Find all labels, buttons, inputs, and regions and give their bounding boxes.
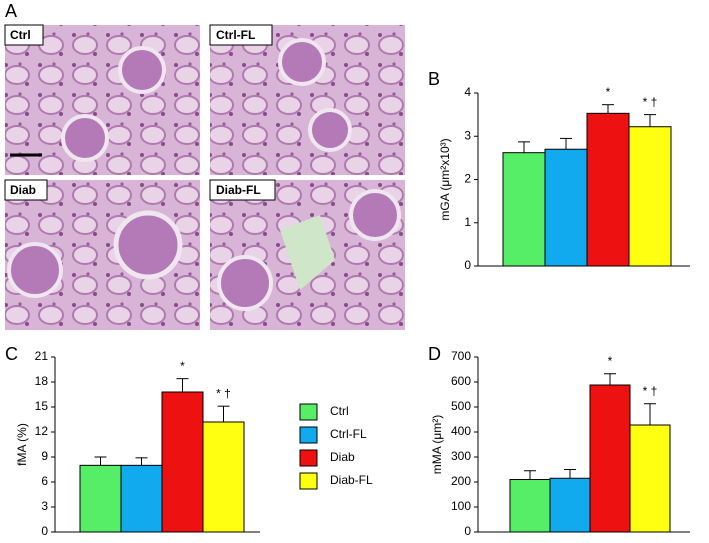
bar	[161, 391, 204, 533]
panel-letter: A	[5, 1, 17, 21]
bar	[544, 148, 588, 267]
micrograph: Diab-FL	[209, 179, 405, 330]
y-tick-label: 1	[464, 215, 471, 229]
y-tick-label: 200	[451, 474, 471, 488]
bar	[509, 479, 551, 533]
micrograph-label: Ctrl	[10, 28, 31, 42]
bar	[549, 477, 591, 533]
bar	[589, 384, 631, 533]
micrograph-label: Diab-FL	[216, 183, 261, 197]
panel-letter: B	[428, 69, 440, 89]
legend-swatch	[299, 472, 318, 490]
y-tick-label: 300	[451, 449, 471, 463]
y-axis-label: mMA (μm²)	[430, 415, 444, 475]
y-tick-label: 4	[464, 85, 471, 99]
legend-label: Ctrl	[330, 404, 349, 418]
micrograph-label: Ctrl-FL	[216, 28, 255, 42]
legend-swatch	[299, 449, 318, 467]
y-axis-label: mGA (μm²x10³)	[438, 138, 452, 220]
bar	[502, 152, 546, 267]
significance-label: * †	[643, 95, 658, 109]
y-tick-label: 600	[451, 374, 471, 388]
y-tick-label: 15	[35, 399, 49, 413]
y-axis-label: fMA (%)	[15, 423, 29, 466]
y-tick-label: 3	[41, 499, 48, 513]
micrograph: Ctrl	[4, 24, 200, 175]
panel-letter: D	[428, 344, 441, 364]
legend-swatch	[299, 426, 318, 444]
y-tick-label: 21	[35, 349, 49, 363]
y-tick-label: 0	[464, 258, 471, 272]
y-tick-label: 3	[464, 128, 471, 142]
bar	[202, 421, 245, 533]
y-tick-label: 700	[451, 349, 471, 363]
legend-label: Ctrl-FL	[330, 427, 367, 441]
y-tick-label: 6	[41, 474, 48, 488]
y-tick-label: 12	[35, 424, 49, 438]
micrograph: Diab	[4, 179, 200, 330]
micrograph: Ctrl-FL	[209, 24, 405, 175]
bar	[586, 112, 630, 267]
bar	[629, 424, 671, 533]
bar	[79, 464, 122, 533]
legend-label: Diab	[330, 450, 355, 464]
y-tick-label: 0	[41, 524, 48, 538]
legend-label: Diab-FL	[330, 473, 373, 487]
significance-label: *	[180, 359, 185, 373]
bar	[120, 464, 163, 533]
y-tick-label: 500	[451, 399, 471, 413]
y-tick-label: 100	[451, 499, 471, 513]
y-tick-label: 9	[41, 449, 48, 463]
significance-label: *	[608, 354, 613, 368]
y-tick-label: 2	[464, 172, 471, 186]
legend-swatch	[299, 403, 318, 421]
significance-label: *	[606, 85, 611, 99]
bar	[628, 126, 672, 267]
y-tick-label: 400	[451, 424, 471, 438]
significance-label: * †	[643, 384, 658, 398]
y-tick-label: 0	[464, 524, 471, 538]
y-tick-label: 18	[35, 374, 49, 388]
micrograph-label: Diab	[10, 183, 36, 197]
panel-letter: C	[5, 344, 18, 364]
significance-label: * †	[216, 386, 231, 400]
